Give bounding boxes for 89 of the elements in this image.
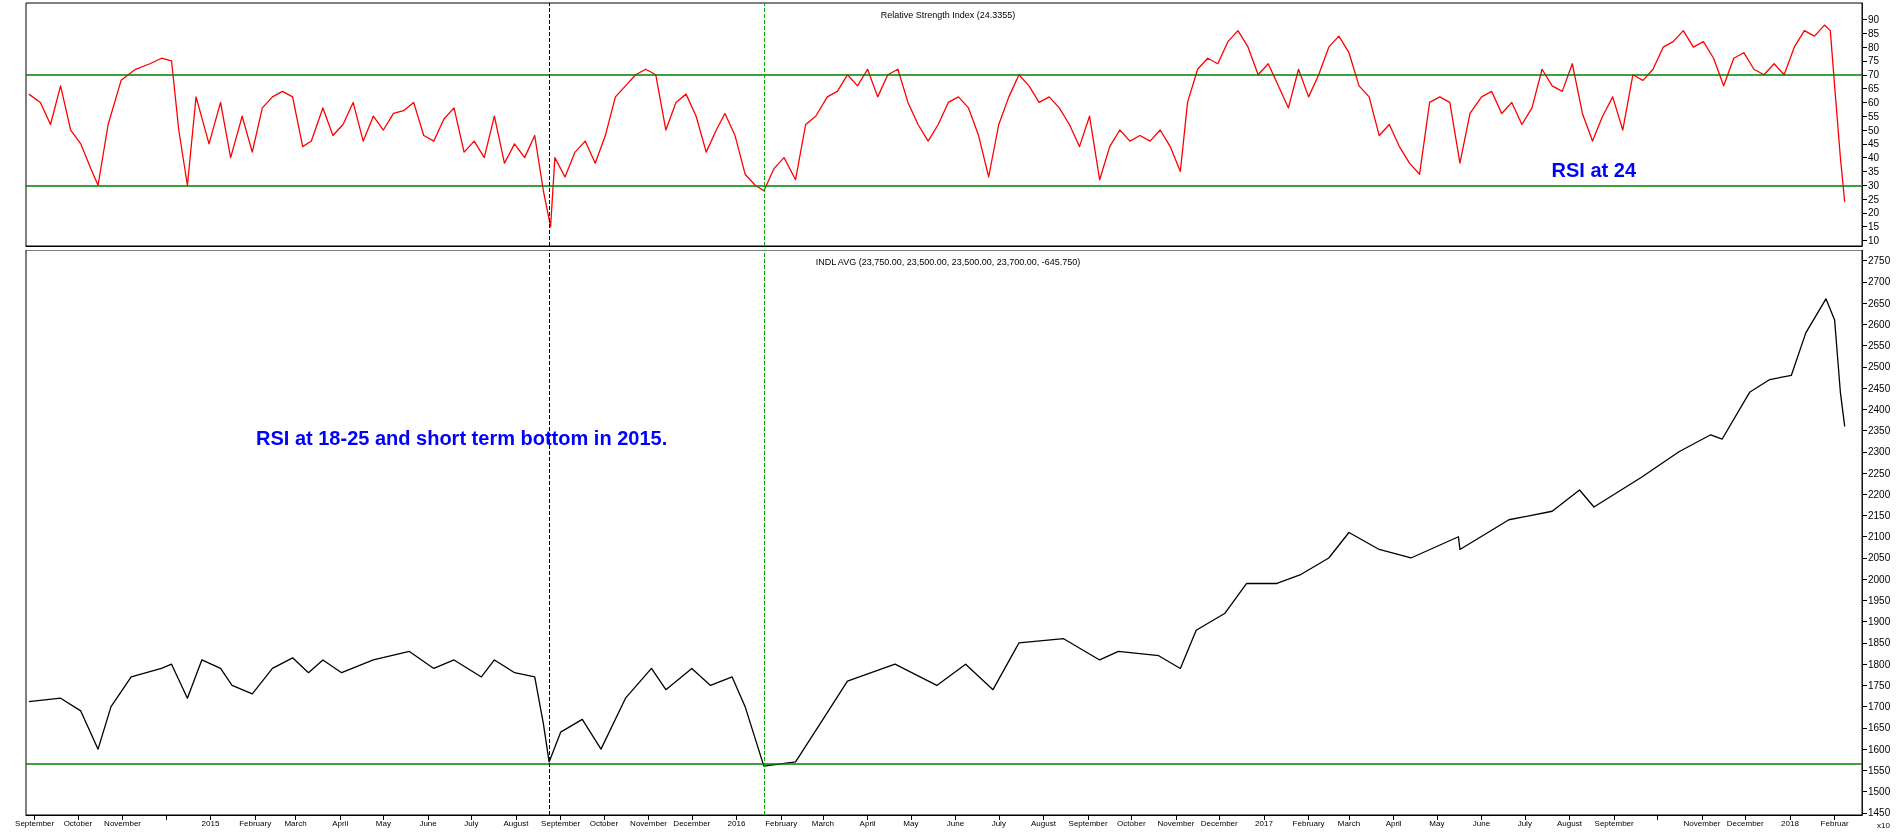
x-tick-label: February: [765, 818, 798, 828]
y-tick-label: 85: [1868, 27, 1880, 39]
x-tick-label: June: [419, 818, 438, 828]
x-tick-label: May: [903, 818, 919, 828]
x-tick-label: June: [1472, 818, 1491, 828]
y-tick-label: 1450: [1868, 807, 1891, 819]
x-tick-label: May: [1429, 818, 1445, 828]
y-tick-label: 1850: [1868, 637, 1891, 649]
y-tick-label: 60: [1868, 96, 1880, 108]
y-tick-label: 15: [1868, 221, 1880, 233]
y-tick-label: 50: [1868, 124, 1880, 136]
y-tick-label: 35: [1868, 165, 1880, 177]
x-tick-label: March: [1337, 818, 1361, 828]
y-tick-label: 2200: [1868, 488, 1891, 500]
x-tick-label: December: [673, 818, 711, 828]
x-tick-label: June: [946, 818, 965, 828]
x-tick-label: November: [1157, 818, 1195, 828]
x-tick-label: July: [1517, 818, 1532, 828]
x-tick-label: April: [332, 818, 349, 828]
x-tick-label: August: [503, 818, 530, 828]
y-tick-label: 2150: [1868, 510, 1891, 522]
x-tick-label: November: [1683, 818, 1721, 828]
x-tick-label: February: [239, 818, 272, 828]
y-tick-label: 10: [1868, 234, 1880, 246]
y-tick-label: 40: [1868, 152, 1880, 164]
y-tick-label: 1600: [1868, 743, 1891, 755]
y-tick-label: 1900: [1868, 616, 1891, 628]
y-tick-label: 2550: [1868, 340, 1891, 352]
x-tick-label: September: [1594, 818, 1635, 828]
x-tick-label: December: [1726, 818, 1765, 828]
x-tick-label: November: [630, 818, 668, 828]
x-tick-label: September: [1068, 818, 1109, 828]
y-tick-label: 2400: [1868, 403, 1891, 415]
annotation: RSI at 18-25 and short term bottom in 2015.: [256, 427, 668, 449]
x-tick-label: 2017: [1255, 818, 1274, 828]
y-tick-label: 2300: [1868, 446, 1891, 458]
x-tick-label: October: [63, 818, 93, 828]
x-tick-label: May: [375, 818, 391, 828]
x-tick-label: September: [541, 818, 581, 828]
x-tick-label: July: [991, 818, 1006, 828]
y-tick-label: 70: [1868, 69, 1880, 81]
y-tick-label: 55: [1868, 110, 1880, 122]
x-tick-label: December: [1200, 818, 1239, 828]
y-tick-label: 2250: [1868, 467, 1891, 479]
x-tick-label: July: [464, 818, 479, 828]
annotation: RSI at 24: [1551, 159, 1637, 181]
x-tick-label: November: [104, 818, 142, 828]
y-tick-label: 20: [1868, 207, 1880, 219]
y-tick-label: 80: [1868, 41, 1880, 53]
x-tick-label: February: [1292, 818, 1325, 828]
y-tick-label: 1800: [1868, 658, 1891, 670]
x-tick-label: October: [589, 818, 619, 828]
x-tick-label: 2016: [727, 818, 746, 828]
y-tick-label: 2350: [1868, 425, 1891, 437]
y-tick-label: 2100: [1868, 531, 1891, 543]
y-tick-label: 2450: [1868, 382, 1891, 394]
y-tick-label: 90: [1868, 14, 1880, 26]
y-tick-label: 2700: [1868, 276, 1891, 288]
y-tick-label: 1500: [1868, 786, 1891, 798]
y-tick-label: 2000: [1868, 573, 1891, 585]
y-tick-label: 2050: [1868, 552, 1891, 564]
y-tick-label: 2600: [1868, 318, 1891, 330]
x-tick-label: October: [1117, 818, 1146, 828]
y-tick-label: 65: [1868, 83, 1880, 95]
x-tick-label: March: [811, 818, 835, 828]
x-tick-label: Februar: [1820, 818, 1849, 828]
x-tick-label: April: [859, 818, 876, 828]
x-tick-label: 2015: [201, 818, 220, 828]
x-tick-label: August: [1557, 818, 1583, 828]
text: Relative Strength Index (24.3355): [880, 9, 1016, 20]
y-tick-label: 25: [1868, 193, 1880, 205]
y-tick-label: 75: [1868, 55, 1880, 67]
text: INDL AVG (23,750.00, 23,500.00, 23,500.00, 23,700.00, -645.750): [815, 256, 1081, 267]
y-tick-label: 1700: [1868, 701, 1891, 713]
y-tick-label: 2750: [1868, 255, 1891, 267]
y-tick-label: 1650: [1868, 722, 1891, 734]
x-tick-label: September: [15, 818, 55, 828]
y-tick-label: 2500: [1868, 361, 1891, 373]
y-tick-label: 30: [1868, 179, 1880, 191]
y-tick-label: 45: [1868, 138, 1880, 150]
x-tick-label: April: [1385, 818, 1402, 828]
x-tick-label: 2018: [1781, 818, 1800, 828]
y-axis-title: x10: [1877, 820, 1891, 830]
y-tick-label: 1550: [1868, 764, 1891, 776]
y-tick-label: 1950: [1868, 594, 1891, 606]
y-tick-label: 1750: [1868, 679, 1891, 691]
x-tick-label: August: [1030, 818, 1057, 828]
x-tick-label: March: [284, 818, 307, 828]
y-tick-label: 2650: [1868, 297, 1891, 309]
